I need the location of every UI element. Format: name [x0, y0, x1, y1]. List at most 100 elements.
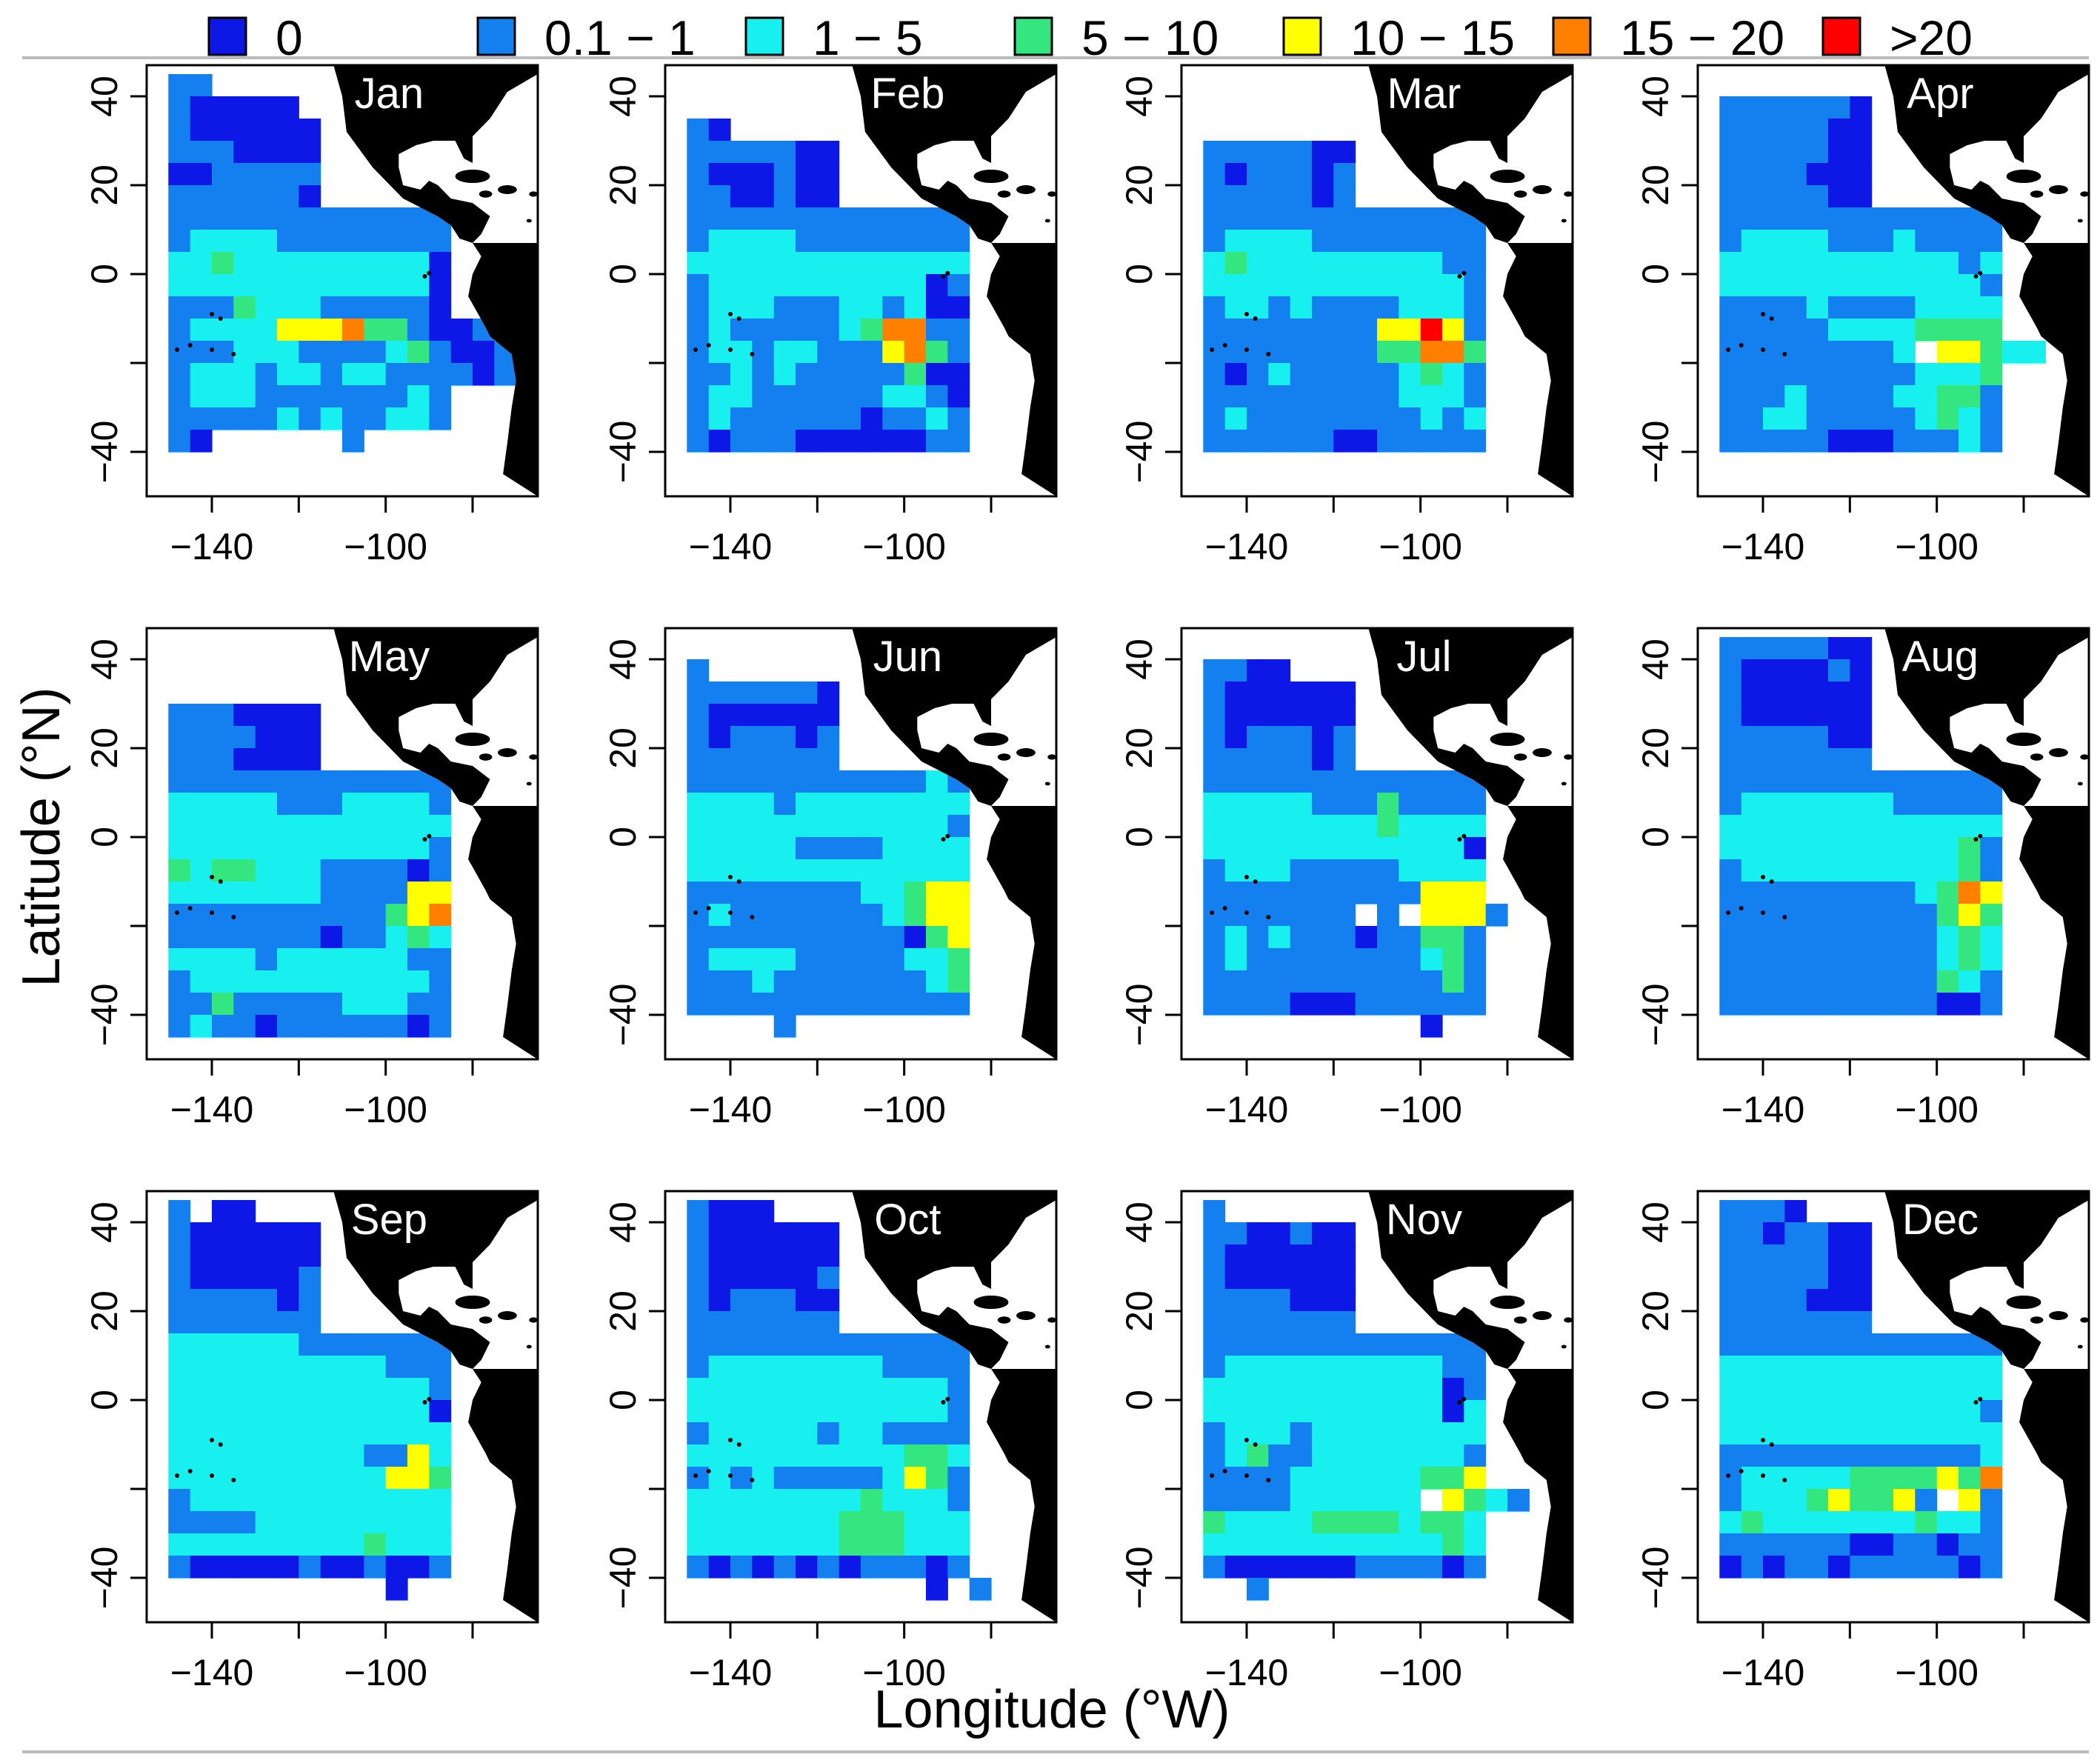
- heatmap-cell: [1936, 1422, 1959, 1445]
- heatmap-cell: [1871, 407, 1894, 430]
- heatmap-cell: [926, 341, 948, 364]
- heatmap-cell: [1420, 793, 1443, 816]
- heatmap-cell: [1850, 141, 1873, 164]
- heatmap-cell: [1980, 319, 2003, 341]
- heatmap-cell: [1936, 363, 1959, 386]
- heatmap-cell: [1784, 1333, 1807, 1356]
- island: [941, 837, 946, 841]
- heatmap-cell: [926, 1578, 948, 1601]
- heatmap-cell: [429, 385, 452, 408]
- heatmap-cell: [730, 681, 753, 704]
- heatmap-cell: [796, 1267, 818, 1290]
- heatmap-cell: [342, 207, 364, 230]
- heatmap-cell: [687, 1533, 710, 1556]
- heatmap-cell: [796, 1422, 818, 1445]
- heatmap-cell: [1719, 1422, 1742, 1445]
- heatmap-cell: [1247, 837, 1269, 860]
- heatmap-cell: [255, 1333, 278, 1356]
- heatmap-cell: [407, 859, 430, 882]
- heatmap-cell: [730, 1378, 753, 1401]
- heatmap-cell: [2001, 341, 2024, 364]
- heatmap-cell: [796, 726, 818, 749]
- land-north-america: [1368, 65, 1573, 243]
- heatmap-cell: [168, 185, 191, 208]
- heatmap-cell: [947, 319, 970, 341]
- heatmap-cell: [708, 1244, 731, 1267]
- heatmap-cell: [926, 815, 948, 838]
- heatmap-cell: [1719, 1467, 1742, 1490]
- heatmap-cell: [1442, 993, 1464, 1016]
- heatmap-cell: [299, 1311, 321, 1334]
- heatmap-cell: [1464, 1533, 1487, 1556]
- heatmap-cell: [1763, 1244, 1785, 1267]
- heatmap-cell: [1871, 904, 1894, 927]
- heatmap-cell: [708, 882, 731, 904]
- heatmap-cell: [882, 1511, 905, 1534]
- heatmap-cell: [1203, 1333, 1226, 1356]
- x-tick-label: −140: [1205, 526, 1289, 567]
- heatmap-cell: [1915, 363, 1938, 386]
- heatmap-cell: [1784, 252, 1807, 275]
- heatmap-cell: [1959, 319, 1981, 341]
- island: [1973, 837, 1979, 841]
- island: [1016, 185, 1036, 194]
- heatmap-cell: [385, 837, 408, 860]
- heatmap-cell: [817, 319, 840, 341]
- heatmap-cell: [1312, 793, 1334, 816]
- heatmap-cell: [687, 1244, 710, 1267]
- heatmap-cell: [1980, 1556, 2003, 1579]
- heatmap-cell: [1268, 926, 1291, 949]
- heatmap-cell: [1203, 341, 1226, 364]
- heatmap-cell: [752, 1267, 775, 1290]
- heatmap-cell: [385, 1444, 408, 1467]
- heatmap-cell: [817, 141, 840, 164]
- heatmap-cell: [1464, 948, 1487, 971]
- island: [1761, 910, 1765, 915]
- heatmap-cell: [1224, 141, 1247, 164]
- heatmap-cell: [1871, 770, 1894, 793]
- x-tick-label: −140: [170, 526, 254, 567]
- month-label: Feb: [870, 70, 944, 118]
- heatmap-cell: [1224, 815, 1247, 838]
- y-tick-label: 20: [84, 1290, 125, 1332]
- island: [1244, 910, 1249, 915]
- heatmap-cell: [1203, 363, 1226, 386]
- heatmap-cell: [1290, 904, 1313, 927]
- heatmap-cell: [882, 904, 905, 927]
- heatmap-cell: [752, 207, 775, 230]
- heatmap-cell: [1806, 141, 1829, 164]
- heatmap-cell: [233, 1244, 256, 1267]
- heatmap-cell: [233, 793, 256, 816]
- heatmap-cell: [190, 1311, 213, 1334]
- island: [1253, 879, 1258, 884]
- island: [2080, 1317, 2089, 1323]
- island: [498, 1311, 517, 1320]
- heatmap-cell: [1850, 1400, 1873, 1423]
- x-tick-label: −140: [170, 1089, 254, 1130]
- heatmap-cell: [277, 363, 299, 386]
- heatmap-cell: [882, 1489, 905, 1512]
- heatmap-cell: [1247, 1578, 1269, 1601]
- heatmap-cell: [1290, 296, 1313, 319]
- heatmap-cell: [1719, 341, 1742, 364]
- heatmap-cell: [1980, 926, 2003, 949]
- heatmap-cell: [1333, 1333, 1356, 1356]
- heatmap-cell: [1871, 252, 1894, 275]
- heatmap-cell: [1203, 659, 1226, 682]
- heatmap-cell: [882, 815, 905, 838]
- heatmap-cell: [1377, 230, 1399, 253]
- heatmap-cell: [796, 837, 818, 860]
- heatmap-cell: [255, 185, 278, 208]
- heatmap-cell: [1312, 1400, 1334, 1423]
- heatmap-cell: [947, 793, 970, 816]
- heatmap-cell: [1806, 1422, 1829, 1445]
- heatmap-cell: [1850, 948, 1873, 971]
- heatmap-cell: [1464, 1511, 1487, 1534]
- heatmap-cell: [1828, 407, 1850, 430]
- heatmap-cell: [1784, 1400, 1807, 1423]
- heatmap-cell: [429, 363, 452, 386]
- heatmap-cell: [1763, 748, 1785, 771]
- heatmap-cell: [1224, 319, 1247, 341]
- heatmap-cell: [1247, 904, 1269, 927]
